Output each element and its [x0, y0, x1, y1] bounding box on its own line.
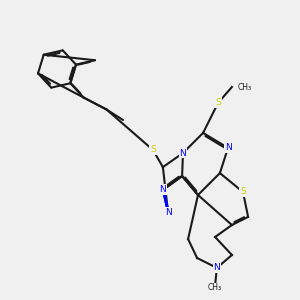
Text: CH₃: CH₃: [208, 284, 222, 292]
Text: N: N: [225, 143, 231, 152]
Text: S: S: [150, 146, 156, 154]
Text: N: N: [180, 148, 186, 158]
Text: N: N: [160, 185, 166, 194]
Text: S: S: [240, 188, 246, 196]
Text: S: S: [215, 98, 221, 107]
Text: N: N: [165, 208, 171, 217]
Text: CH₃: CH₃: [238, 82, 252, 91]
Text: N: N: [214, 263, 220, 272]
